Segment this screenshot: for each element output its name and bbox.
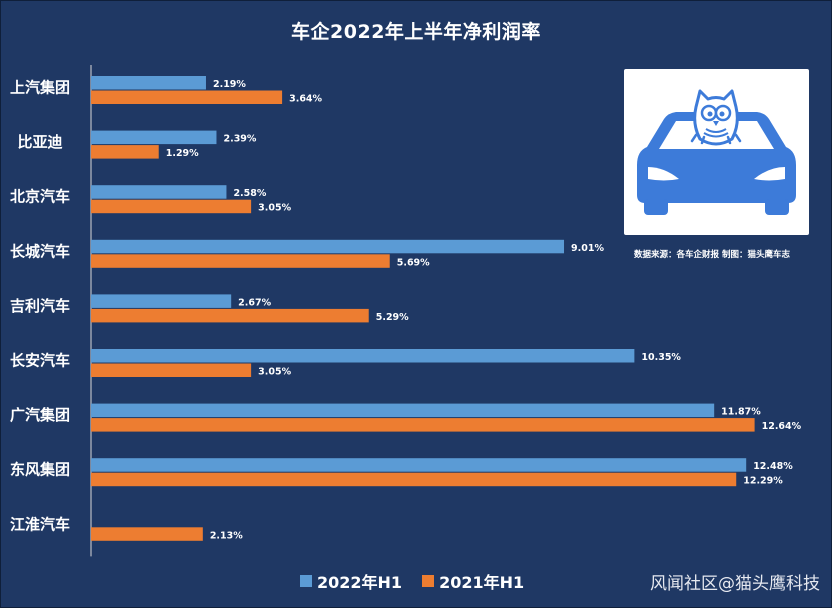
data-label: 11.87% <box>721 407 761 418</box>
data-label: 12.48% <box>753 461 793 472</box>
bar-2021 <box>91 527 203 541</box>
data-label: 12.29% <box>743 476 783 487</box>
owl-on-car-logo <box>624 69 809 235</box>
bar-2021 <box>91 308 369 323</box>
bar-2022 <box>91 130 217 145</box>
bar-2022 <box>91 76 206 90</box>
legend: 2022年H1 2021年H1 <box>300 570 524 592</box>
data-label: 9.01% <box>571 243 604 254</box>
bar-2021 <box>91 363 252 377</box>
bar-2022 <box>91 239 565 254</box>
legend-swatch-2022 <box>300 575 312 587</box>
data-label: 10.35% <box>641 352 681 363</box>
legend-item-2022: 2022年H1 <box>300 569 402 593</box>
bar-2021 <box>91 145 159 159</box>
category-label: 长安汽车 <box>10 352 70 370</box>
bar-2021 <box>91 90 283 104</box>
bar-2021 <box>91 418 755 432</box>
bar-2021 <box>91 254 390 268</box>
car-icon <box>637 89 796 215</box>
data-label: 1.29% <box>166 148 199 159</box>
data-label: 2.58% <box>233 188 266 199</box>
bar-2022 <box>91 349 635 363</box>
data-label: 2.19% <box>213 79 246 90</box>
data-label: 2.67% <box>238 297 271 308</box>
data-label: 3.64% <box>289 94 322 105</box>
data-label: 12.64% <box>762 421 802 432</box>
data-label: 2.39% <box>223 134 256 145</box>
chart-title: 车企2022年上半年净利润率 <box>291 21 541 43</box>
bar-2021 <box>91 199 252 214</box>
bar-2022 <box>91 185 227 199</box>
legend-label-2022: 2022年H1 <box>317 573 403 592</box>
category-label: 比亚迪 <box>17 133 62 151</box>
source-note: 数据来源：各车企财报 制图：猫头鹰车志 <box>634 250 790 260</box>
data-label: 5.69% <box>397 257 430 268</box>
watermark: 风闻社区@猫头鹰科技 <box>650 574 820 594</box>
category-label: 北京汽车 <box>10 188 70 206</box>
data-label: 2.13% <box>210 530 243 541</box>
category-label: 长城汽车 <box>10 242 70 260</box>
owl-icon <box>690 89 742 146</box>
data-label: 3.05% <box>258 203 291 214</box>
bar-2022 <box>91 458 747 472</box>
legend-label-2021: 2021年H1 <box>439 573 525 592</box>
legend-item-2021: 2021年H1 <box>422 569 524 593</box>
category-label: 吉利汽车 <box>10 297 70 315</box>
bar-2022 <box>91 294 232 308</box>
data-label: 3.05% <box>258 367 291 378</box>
category-label: 广汽集团 <box>10 406 70 424</box>
category-label: 东风集团 <box>10 461 70 479</box>
data-label: 5.29% <box>376 312 409 323</box>
legend-swatch-2021 <box>422 575 435 587</box>
category-label: 上汽集团 <box>10 79 70 97</box>
bar-2021 <box>91 472 737 487</box>
bar-2022 <box>91 403 715 418</box>
category-label: 江淮汽车 <box>10 515 70 533</box>
